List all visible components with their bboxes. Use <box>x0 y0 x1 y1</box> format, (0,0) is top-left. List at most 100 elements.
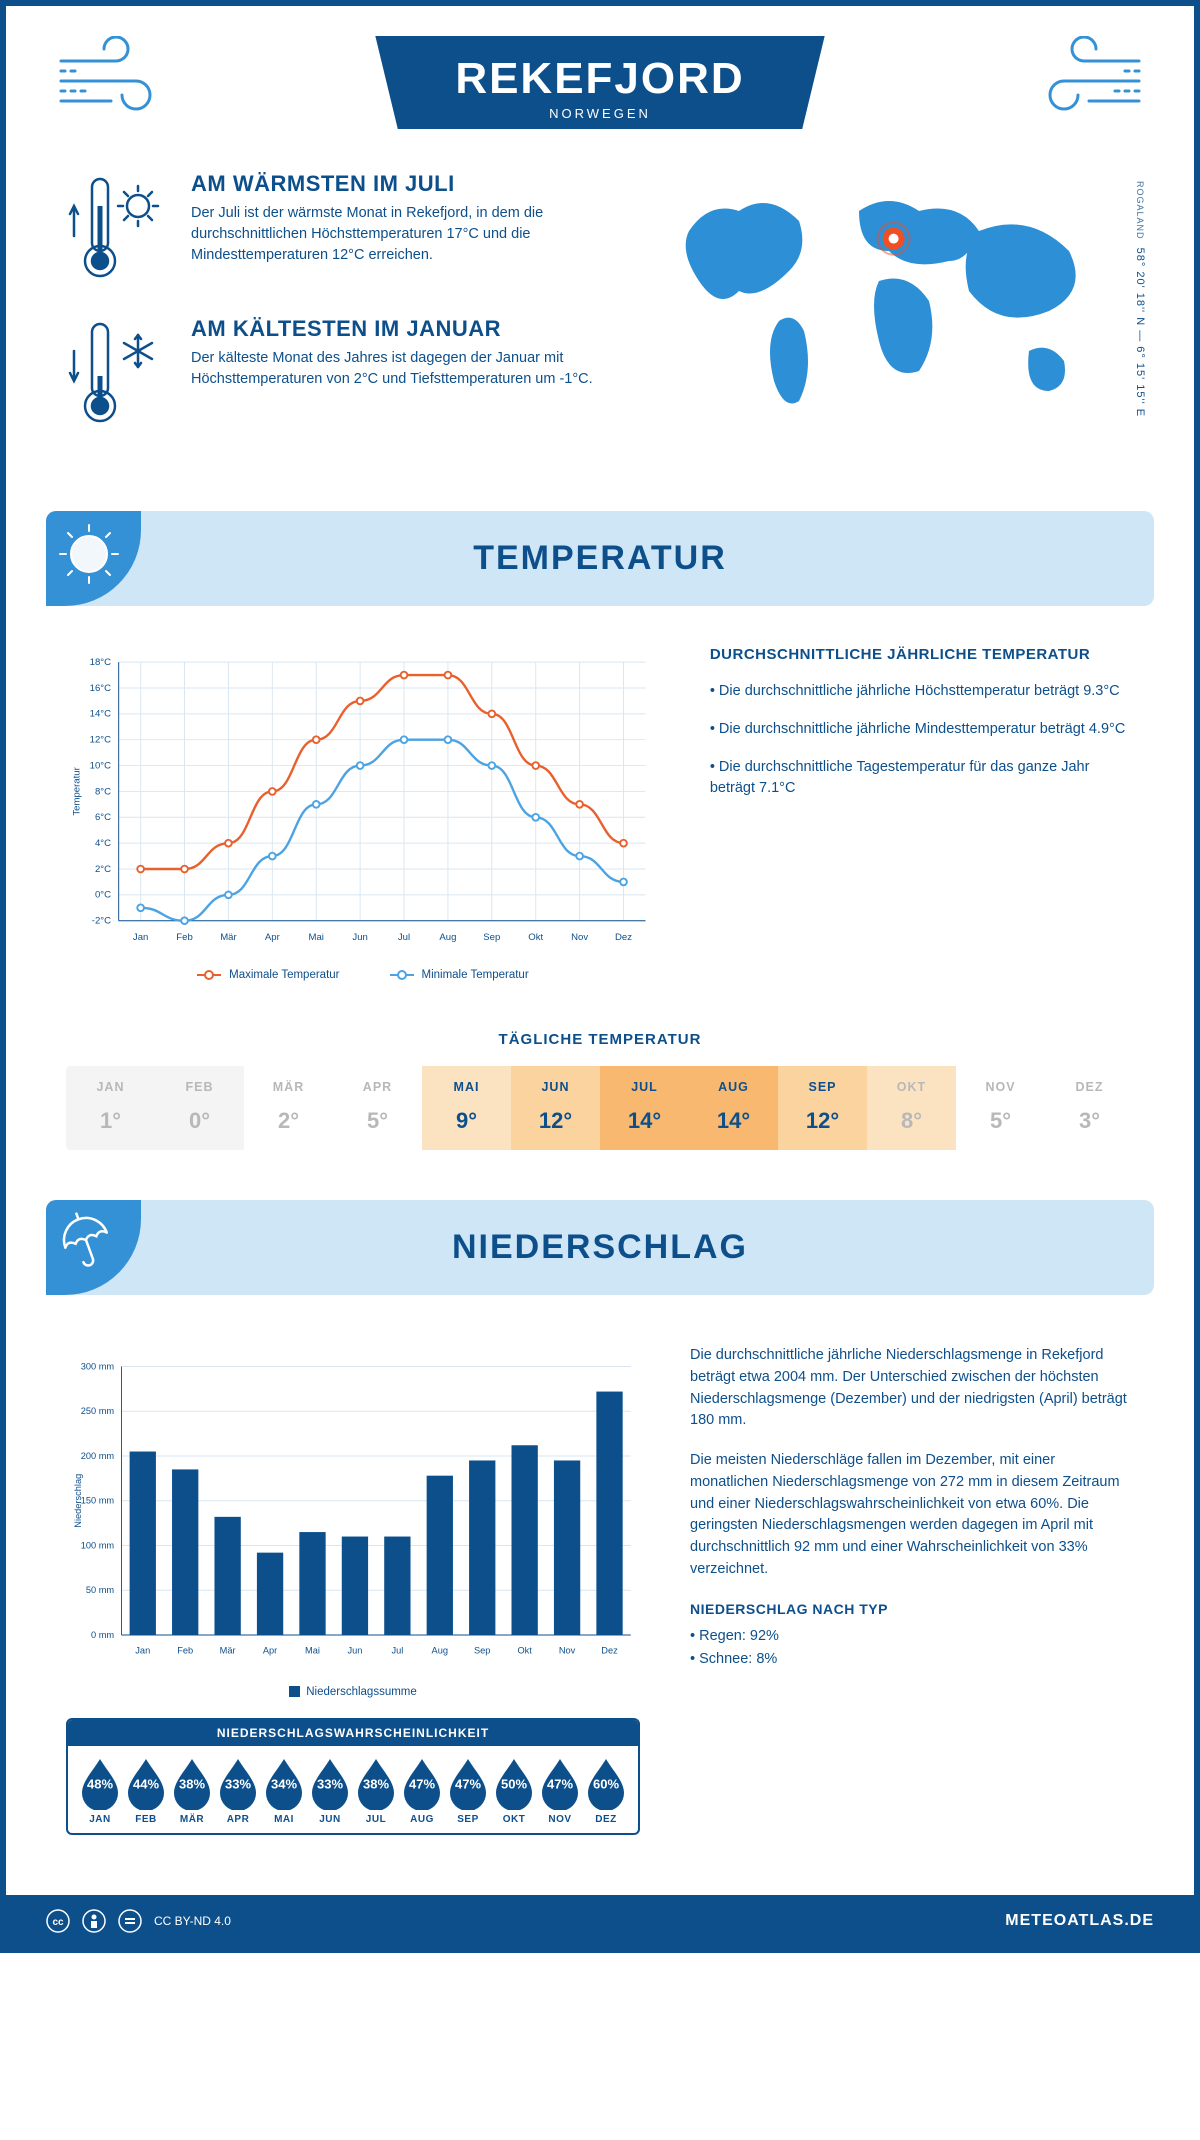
wind-icon-left <box>56 36 186 131</box>
svg-text:Aug: Aug <box>432 1646 448 1656</box>
svg-text:Temperatur: Temperatur <box>71 766 82 815</box>
legend-max-temp: Maximale Temperatur <box>197 969 339 981</box>
svg-text:300 mm: 300 mm <box>81 1361 115 1371</box>
svg-text:Jun: Jun <box>347 1646 362 1656</box>
temperature-line-chart: -2°C 0°C 2°C 4°C 6°C 8°C 10°C 12°C 14°C 16°C 18°C J… <box>66 646 660 981</box>
svg-text:0°C: 0°C <box>95 890 111 901</box>
probability-drop: 44%FEB <box>124 1756 168 1825</box>
svg-text:Okt: Okt <box>517 1646 532 1656</box>
svg-text:10°C: 10°C <box>90 760 111 771</box>
temperature-facts: DURCHSCHNITTLICHE JÄHRLICHE TEMPERATUR •… <box>710 646 1134 981</box>
svg-text:Feb: Feb <box>176 932 192 943</box>
coldest-title: AM KÄLTESTEN IM JANUAR <box>191 316 604 342</box>
svg-text:18°C: 18°C <box>90 657 111 668</box>
probability-drop: 47%NOV <box>538 1756 582 1825</box>
svg-text:Aug: Aug <box>439 932 456 943</box>
daily-temperature-table: TÄGLICHE TEMPERATUR JAN1°FEB0°MÄR2°APR5°… <box>6 1011 1194 1190</box>
svg-text:Jul: Jul <box>398 932 410 943</box>
daily-temp-cell: OKT8° <box>867 1066 956 1150</box>
umbrella-icon <box>46 1200 141 1295</box>
svg-text:Nov: Nov <box>571 932 588 943</box>
svg-text:12°C: 12°C <box>90 735 111 746</box>
svg-text:Dez: Dez <box>615 932 632 943</box>
temperature-fact: • Die durchschnittliche Tagestemperatur … <box>710 757 1134 801</box>
temperature-fact: • Die durchschnittliche jährliche Höchst… <box>710 681 1134 703</box>
wind-icon-right <box>1014 36 1144 131</box>
svg-text:14°C: 14°C <box>90 709 111 720</box>
probability-drop: 48%JAN <box>78 1756 122 1825</box>
svg-text:Feb: Feb <box>177 1646 193 1656</box>
svg-text:Jan: Jan <box>135 1646 150 1656</box>
svg-text:0 mm: 0 mm <box>91 1630 114 1640</box>
svg-text:Apr: Apr <box>265 932 281 943</box>
svg-text:Nov: Nov <box>559 1646 576 1656</box>
precipitation-probability-box: NIEDERSCHLAGSWAHRSCHEINLICHKEIT 48%JAN44… <box>66 1718 640 1835</box>
daily-temp-cell: JUN12° <box>511 1066 600 1150</box>
probability-drop: 33%JUN <box>308 1756 352 1825</box>
precipitation-section-header: NIEDERSCHLAG <box>46 1200 1154 1295</box>
top-info: AM WÄRMSTEN IM JULI Der Juli ist der wär… <box>6 141 1194 501</box>
svg-text:Sep: Sep <box>483 932 500 943</box>
daily-temp-cell: FEB0° <box>155 1066 244 1150</box>
svg-text:50 mm: 50 mm <box>86 1585 115 1595</box>
precipitation-bar-chart: 0 mm50 mm100 mm150 mm200 mm250 mm300 mmJ… <box>66 1345 640 1698</box>
precip-type-line: • Schnee: 8% <box>690 1649 1134 1671</box>
precipitation-text: Die durchschnittliche jährliche Niedersc… <box>690 1345 1134 1835</box>
coldest-text: Der kälteste Monat des Jahres ist dagege… <box>191 348 604 390</box>
warmest-title: AM WÄRMSTEN IM JULI <box>191 171 604 197</box>
svg-text:Mai: Mai <box>309 932 324 943</box>
svg-text:8°C: 8°C <box>95 786 111 797</box>
world-map: ROGALAND 58° 20' 18'' N — 6° 15' 15'' E <box>644 171 1134 461</box>
svg-text:Mär: Mär <box>220 932 237 943</box>
svg-text:Sep: Sep <box>474 1646 490 1656</box>
legend-min-temp: Minimale Temperatur <box>390 969 529 981</box>
temperature-section-header: TEMPERATUR <box>46 511 1154 606</box>
precip-type-line: • Regen: 92% <box>690 1626 1134 1648</box>
svg-text:Jun: Jun <box>352 932 367 943</box>
svg-text:6°C: 6°C <box>95 812 111 823</box>
title-banner: REKEFJORD NORWEGEN <box>375 36 824 129</box>
svg-text:100 mm: 100 mm <box>81 1540 115 1550</box>
svg-text:200 mm: 200 mm <box>81 1451 115 1461</box>
svg-text:Dez: Dez <box>601 1646 618 1656</box>
svg-text:2°C: 2°C <box>95 864 111 875</box>
svg-text:-2°C: -2°C <box>92 916 111 927</box>
sun-icon <box>46 511 141 606</box>
header-row: REKEFJORD NORWEGEN <box>6 6 1194 141</box>
coordinates: ROGALAND 58° 20' 18'' N — 6° 15' 15'' E <box>1134 181 1146 417</box>
daily-temp-cell: MÄR2° <box>244 1066 333 1150</box>
daily-temp-cell: JUL14° <box>600 1066 689 1150</box>
page-title: REKEFJORD <box>455 54 744 104</box>
daily-temp-cell: APR5° <box>333 1066 422 1150</box>
svg-text:4°C: 4°C <box>95 838 111 849</box>
page-subtitle: NORWEGEN <box>455 106 744 121</box>
warmest-text: Der Juli ist der wärmste Monat in Rekefj… <box>191 203 604 266</box>
svg-text:16°C: 16°C <box>90 683 111 694</box>
daily-temp-cell: JAN1° <box>66 1066 155 1150</box>
daily-temp-cell: NOV5° <box>956 1066 1045 1150</box>
temperature-fact: • Die durchschnittliche jährliche Mindes… <box>710 719 1134 741</box>
probability-drop: 33%APR <box>216 1756 260 1825</box>
probability-drop: 50%OKT <box>492 1756 536 1825</box>
daily-temp-cell: DEZ3° <box>1045 1066 1134 1150</box>
svg-text:Okt: Okt <box>528 932 543 943</box>
probability-drop: 60%DEZ <box>584 1756 628 1825</box>
svg-text:250 mm: 250 mm <box>81 1406 115 1416</box>
probability-drop: 38%MÄR <box>170 1756 214 1825</box>
coldest-block: AM KÄLTESTEN IM JANUAR Der kälteste Mona… <box>66 316 604 431</box>
thermometer-cold-icon <box>66 316 166 431</box>
daily-temp-cell: SEP12° <box>778 1066 867 1150</box>
daily-temp-cell: MAI9° <box>422 1066 511 1150</box>
svg-text:Mai: Mai <box>305 1646 320 1656</box>
license-badge: cc CC BY-ND 4.0 <box>46 1909 231 1933</box>
probability-drop: 38%JUL <box>354 1756 398 1825</box>
footer: cc CC BY-ND 4.0 METEOATLAS.DE <box>6 1895 1194 1947</box>
svg-text:Jan: Jan <box>133 932 148 943</box>
warmest-block: AM WÄRMSTEN IM JULI Der Juli ist der wär… <box>66 171 604 286</box>
svg-text:Apr: Apr <box>263 1646 277 1656</box>
svg-text:Niederschlag: Niederschlag <box>73 1474 83 1528</box>
thermometer-hot-icon <box>66 171 166 286</box>
svg-text:Jul: Jul <box>391 1646 403 1656</box>
svg-text:cc: cc <box>52 1917 64 1928</box>
svg-text:Mär: Mär <box>220 1646 236 1656</box>
